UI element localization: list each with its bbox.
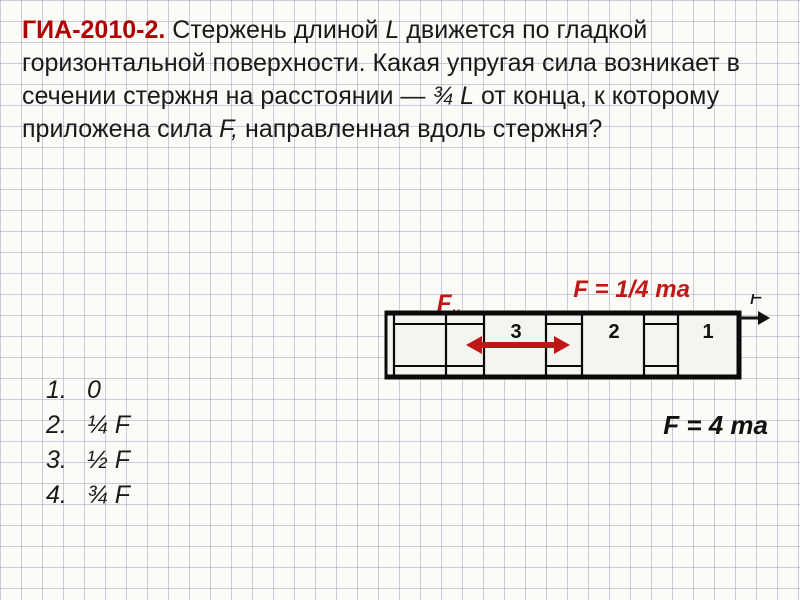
fraction-L: ¾ L bbox=[432, 82, 474, 110]
var-F: F, bbox=[219, 115, 238, 143]
answer-list: 1. 02. ¼ F3. ½ F4. ¾ F bbox=[46, 376, 130, 516]
answer-option-1: 1. 0 bbox=[46, 376, 130, 405]
svg-text:3: 3 bbox=[510, 321, 521, 343]
answer-val: ½ F bbox=[87, 446, 130, 474]
var-L: L bbox=[385, 16, 399, 44]
answer-option-3: 3. ½ F bbox=[46, 446, 130, 475]
answer-num: 2. bbox=[46, 411, 80, 440]
svg-text:2: 2 bbox=[608, 321, 619, 343]
problem-text-1: Стержень длиной bbox=[165, 16, 385, 44]
answer-val: ¼ F bbox=[87, 411, 130, 439]
answer-option-2: 2. ¼ F bbox=[46, 411, 130, 440]
answer-num: 3. bbox=[46, 446, 80, 475]
mid-row: Fн F = 1/4 ma 321F F = 4 ma 1. 02. ¼ F3.… bbox=[0, 290, 800, 450]
content: ГИА-2010-2. Стержень длиной L движется п… bbox=[0, 0, 800, 600]
svg-text:1: 1 bbox=[702, 321, 713, 343]
rod-diagram: 3 2 1 F bbox=[382, 294, 772, 399]
answer-val: ¾ F bbox=[87, 481, 130, 509]
answer-option-4: 4. ¾ F bbox=[46, 481, 130, 510]
problem-statement: ГИА-2010-2. Стержень длиной L движется п… bbox=[22, 14, 778, 146]
svg-text:F: F bbox=[750, 294, 764, 309]
answer-num: 4. bbox=[46, 481, 80, 510]
answer-num: 1. bbox=[46, 376, 80, 405]
problem-text-4: направленная вдоль стержня? bbox=[238, 115, 602, 143]
problem-label: ГИА-2010-2. bbox=[22, 16, 165, 44]
answer-val: 0 bbox=[87, 376, 101, 404]
formula-bottom: F = 4 ma bbox=[663, 410, 768, 441]
